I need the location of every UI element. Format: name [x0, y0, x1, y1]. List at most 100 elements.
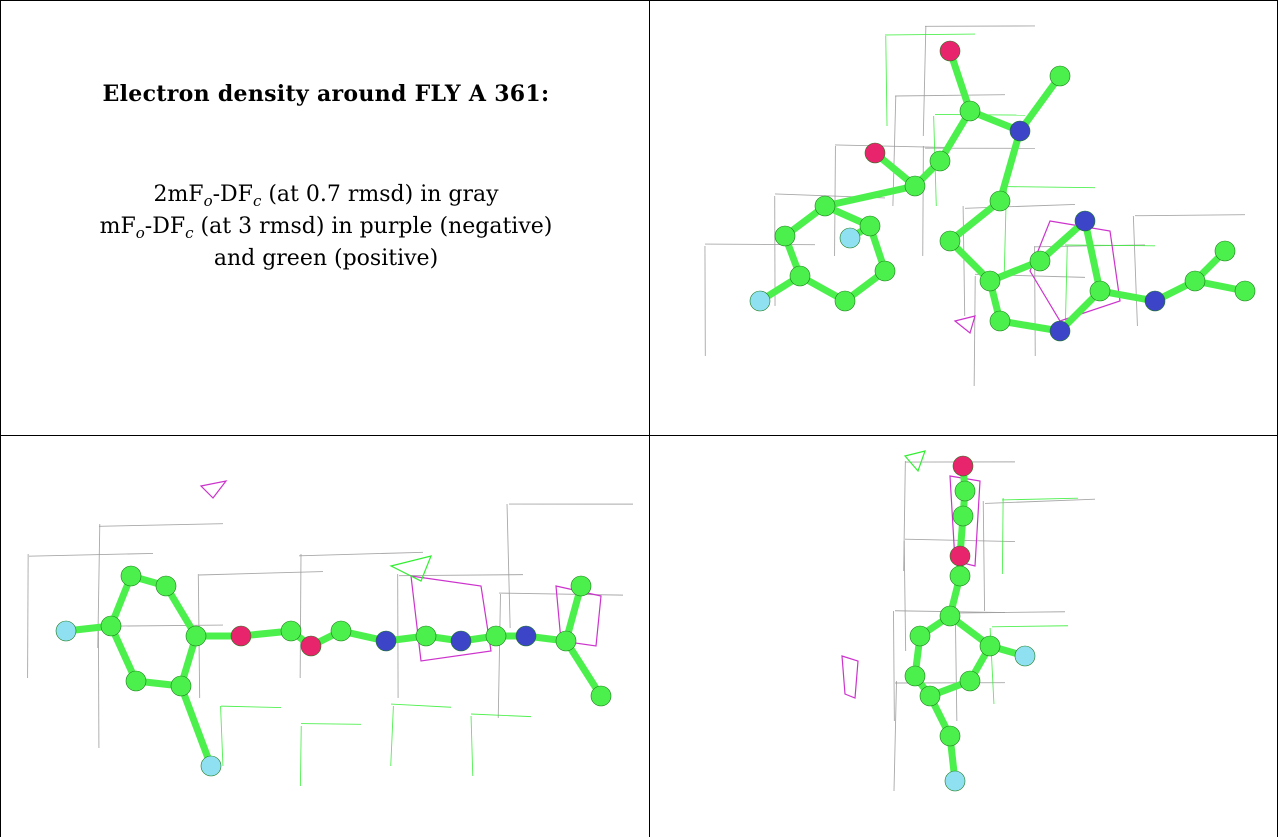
green-mesh [389, 555, 432, 582]
undefined-line [298, 551, 424, 557]
carbon-atom [989, 310, 1011, 332]
green-mesh [903, 450, 926, 473]
undefined-line [1132, 215, 1138, 327]
undefined-line [973, 275, 976, 387]
carbon-atom [939, 230, 961, 252]
undefined-line [198, 571, 324, 576]
carbon-atom [929, 150, 951, 172]
center-divider [649, 0, 650, 837]
undefined-line [470, 715, 474, 777]
undefined-line [390, 703, 452, 708]
carbon-atom [859, 215, 881, 237]
undefined-line [984, 498, 1096, 504]
carbon-atom [904, 175, 926, 197]
carbon-atom [959, 100, 981, 122]
carbon-atom [1089, 280, 1111, 302]
undefined-line [299, 553, 302, 679]
purple-mesh [841, 655, 859, 699]
undefined-line [300, 723, 362, 725]
nitrogen-atom [1049, 320, 1071, 342]
carbon-atom [120, 565, 142, 587]
nitrogen-atom [375, 630, 397, 652]
carbon-atom [952, 505, 974, 527]
fluorine-atom [839, 227, 861, 249]
undefined-line [894, 94, 1006, 97]
nitrogen-atom [450, 630, 472, 652]
undefined-line [470, 713, 532, 718]
undefined-line [962, 205, 966, 317]
carbon-atom [834, 290, 856, 312]
carbon-atom [485, 625, 507, 647]
carbon-atom [949, 565, 971, 587]
undefined-line [1001, 497, 1004, 575]
density-view-bottom-right [650, 436, 1277, 837]
undefined-line [1001, 497, 1079, 501]
nitrogen-atom [1009, 120, 1031, 142]
carbon-atom [909, 625, 931, 647]
undefined-line [991, 625, 1069, 628]
undefined-line [1004, 186, 1096, 189]
carbon-atom [125, 670, 147, 692]
molecule-view-1 [704, 25, 1256, 387]
undefined-line [497, 593, 501, 719]
bond [946, 197, 1004, 245]
carbon-atom [280, 620, 302, 642]
carbon-atom [814, 195, 836, 217]
oxygen-atom [949, 545, 971, 567]
caption-line-2mfo: 2mFo-DFc (at 0.7 rmsd) in gray [153, 182, 499, 210]
oxygen-atom [952, 455, 974, 477]
nitrogen-atom [1074, 210, 1096, 232]
carbon-atom [954, 480, 976, 502]
undefined-line [982, 500, 986, 612]
undefined-line [398, 574, 524, 577]
bond [1016, 72, 1064, 135]
carbon-atom [774, 225, 796, 247]
carbon-atom [330, 620, 352, 642]
undefined-line [964, 203, 1076, 209]
carbon-atom [415, 625, 437, 647]
nitrogen-atom [515, 625, 537, 647]
caption: Electron density around FLY A 361: 2mFo-… [11, 81, 641, 275]
oxygen-atom [300, 635, 322, 657]
purple-mesh [953, 315, 976, 335]
undefined-line [954, 610, 958, 722]
carbon-atom [590, 685, 612, 707]
undefined-line [27, 553, 29, 679]
carbon-atom [1029, 250, 1051, 272]
bond [821, 182, 919, 210]
undefined-line [922, 25, 927, 137]
undefined-line [220, 705, 224, 767]
undefined-line [506, 503, 511, 629]
carbon-atom [100, 615, 122, 637]
undefined-line [97, 623, 100, 749]
undefined-line [28, 552, 154, 557]
carbon-atom [939, 605, 961, 627]
undefined-line [893, 610, 895, 722]
undefined-line [498, 592, 624, 596]
carbon-atom [989, 190, 1011, 212]
undefined-line [834, 144, 946, 148]
fluorine-atom [200, 755, 222, 777]
top-border [0, 0, 1278, 1]
carbon-atom [155, 575, 177, 597]
caption-title: Electron density around FLY A 361: [102, 81, 550, 107]
carbon-atom [1214, 240, 1236, 262]
middle-border [0, 435, 1278, 436]
undefined-line [1064, 244, 1156, 247]
density-view-top-right [650, 1, 1277, 435]
carbon-atom [185, 625, 207, 647]
density-view-bottom-left [1, 436, 649, 837]
carbon-atom [570, 575, 592, 597]
nitrogen-atom [1144, 290, 1166, 312]
fluorine-atom [944, 770, 966, 792]
purple-mesh [410, 575, 492, 662]
undefined-line [98, 523, 224, 527]
bond [946, 47, 974, 115]
undefined-line [1134, 214, 1246, 217]
carbon-atom [919, 685, 941, 707]
oxygen-atom [864, 142, 886, 164]
undefined-line [903, 540, 907, 652]
carbon-atom [789, 265, 811, 287]
purple-mesh [949, 475, 981, 567]
